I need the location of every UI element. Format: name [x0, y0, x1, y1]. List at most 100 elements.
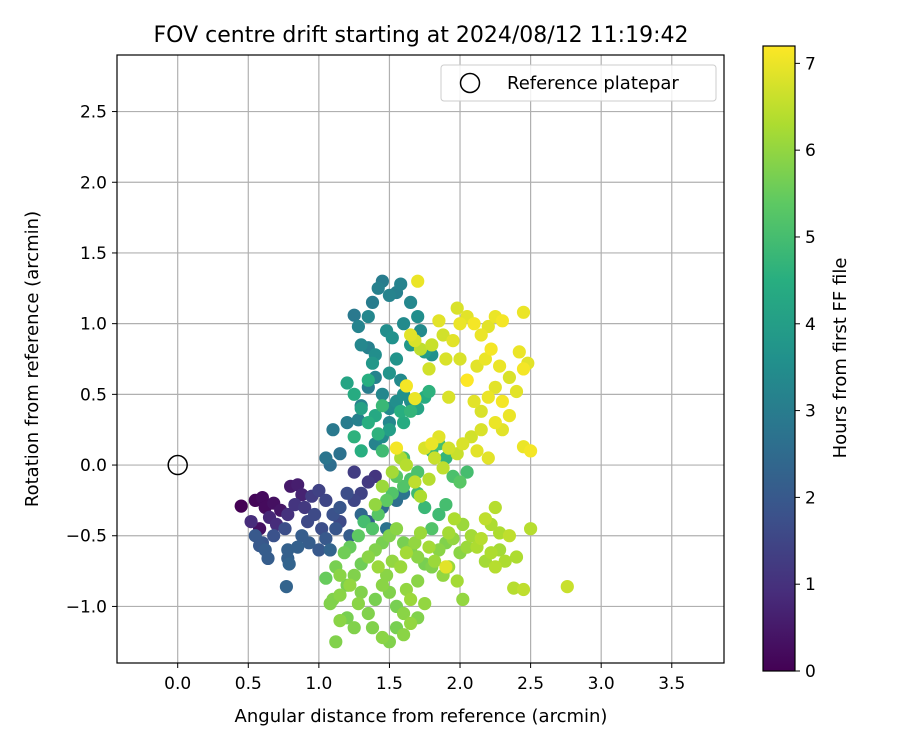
data-point [375, 578, 389, 592]
x-tick-label: 1.0 [305, 674, 332, 694]
y-tick-label: 0.5 [80, 385, 107, 405]
data-point [502, 409, 516, 423]
data-point [478, 352, 492, 366]
grid-lines [117, 55, 724, 663]
data-point [248, 529, 262, 543]
data-point [329, 522, 343, 536]
data-point [524, 444, 538, 458]
data-point [439, 498, 453, 512]
data-point [481, 390, 495, 404]
data-point [397, 416, 411, 430]
data-point [474, 404, 488, 418]
data-point [432, 314, 446, 328]
data-point [413, 324, 428, 338]
x-tick-label: 2.0 [447, 674, 474, 694]
data-point [411, 310, 425, 324]
data-point [340, 486, 354, 500]
data-point [333, 588, 347, 602]
data-point [361, 550, 375, 564]
data-point [389, 352, 404, 366]
data-point [484, 546, 498, 560]
data-point [411, 274, 425, 288]
data-point [422, 472, 436, 486]
data-point [319, 571, 333, 585]
data-point [404, 592, 418, 607]
data-point [474, 328, 488, 342]
data-point [442, 526, 456, 540]
data-point [255, 491, 269, 505]
data-point [375, 399, 389, 413]
data-point [450, 574, 464, 588]
data-point [467, 394, 481, 408]
data-point [446, 334, 460, 348]
data-point [347, 465, 361, 479]
data-point [432, 507, 446, 522]
data-point [371, 507, 385, 522]
data-point [361, 310, 375, 324]
data-point [474, 423, 488, 437]
colorbar-tick-label: 6 [805, 141, 816, 161]
data-point [382, 288, 396, 302]
data-point [371, 427, 385, 441]
data-point [498, 554, 512, 568]
colorbar-label: Hours from first FF file [830, 258, 851, 459]
data-point [397, 317, 411, 331]
data-point [404, 616, 418, 631]
data-point [351, 413, 365, 427]
data-point [323, 597, 337, 611]
legend-entry: Reference platepar [507, 73, 679, 94]
x-tick-label: 3.5 [658, 674, 685, 694]
data-point [413, 526, 428, 540]
data-point [361, 606, 375, 621]
data-point [351, 319, 365, 334]
y-tick-label: 1.5 [80, 244, 107, 264]
data-point [279, 580, 293, 594]
data-point [418, 597, 432, 611]
data-point [319, 493, 333, 507]
data-point [333, 614, 347, 628]
data-point [361, 416, 375, 430]
reference-point-marker [167, 454, 188, 476]
data-point [308, 507, 322, 522]
data-point [281, 507, 295, 522]
data-point [382, 423, 396, 437]
data-point [456, 437, 470, 451]
data-point [375, 387, 389, 401]
data-point [389, 522, 404, 536]
data-point [399, 546, 413, 560]
data-point [365, 356, 380, 370]
data-point [524, 522, 538, 536]
data-point [436, 461, 450, 475]
data-point [422, 540, 436, 554]
data-point [478, 512, 492, 526]
data-point [340, 376, 354, 390]
data-point [418, 500, 432, 515]
data-point [278, 522, 292, 536]
data-point [385, 331, 399, 345]
data-point [507, 581, 521, 595]
colorbar-tick-label: 2 [805, 488, 816, 508]
data-point [411, 574, 425, 588]
data-point [380, 493, 394, 507]
data-point [399, 582, 413, 597]
data-point [365, 522, 380, 536]
data-point [282, 557, 296, 571]
data-point [397, 606, 411, 621]
data-point [397, 628, 411, 642]
data-point [460, 465, 474, 479]
data-point [375, 479, 389, 493]
data-point [315, 522, 329, 536]
data-point [354, 338, 368, 352]
y-tick-label: 2.5 [80, 103, 107, 123]
data-point [425, 437, 439, 451]
colorbar-tick-label: 7 [805, 54, 816, 74]
data-point [361, 475, 375, 489]
data-point [516, 305, 531, 319]
data-point [453, 475, 467, 489]
data-point [394, 404, 408, 418]
x-tick-label: 1.5 [376, 674, 403, 694]
data-point [347, 387, 361, 401]
data-point [425, 338, 439, 352]
data-point [361, 373, 375, 387]
y-tick-label: −0.5 [66, 527, 107, 547]
